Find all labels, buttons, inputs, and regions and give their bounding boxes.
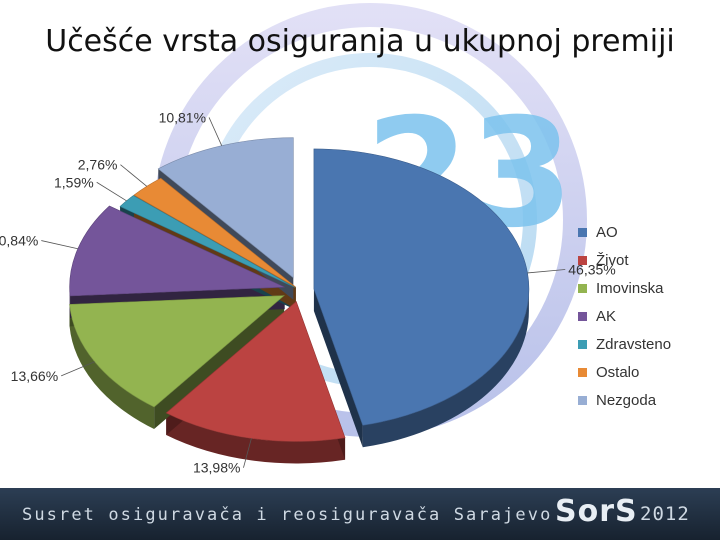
data-label-nezgoda: 10,81% [159, 109, 206, 125]
chart-legend: AO Život Imovinska AK Zdravsteno Ostalo Nezgod… [578, 218, 671, 414]
leader-line-zivot [243, 438, 252, 468]
leader-line-ao [527, 269, 566, 274]
legend-item-ao: AO [578, 218, 671, 246]
footer-brand-logo: SorS [555, 494, 638, 529]
legend-swatch [578, 367, 587, 377]
legend-item-zdravsteno: Zdravsteno [578, 330, 671, 358]
data-labels: 46,35% 13,98% 13,66% 10,84% 1,59%2,76% 10,81% [0, 109, 616, 475]
leader-line-nezgoda [208, 117, 223, 146]
slide-title: Učešće vrsta osiguranja u ukupnoj premij… [45, 24, 675, 59]
leader-line-imovinska [61, 361, 95, 377]
slice-edge-ao-1 [313, 288, 363, 448]
legend-swatch [578, 395, 587, 405]
slice-side-zivot [166, 412, 346, 464]
legend-swatch [578, 283, 587, 293]
data-label-ao: 46,35% [568, 262, 615, 278]
legend-item-zivot: Život [578, 246, 671, 274]
legend-swatch [578, 255, 587, 265]
leader-line-zdravsteno [96, 181, 127, 202]
footer-text: Susret osiguravača i reosiguravača Saraj… [22, 505, 553, 525]
legend-label: Život [596, 251, 629, 269]
footer-year: 2012 [640, 503, 690, 525]
slice-side-ao [362, 288, 529, 448]
legend-swatch [578, 339, 587, 349]
data-label-zdravsteno: 1,59% [54, 174, 94, 190]
legend-label: Ostalo [596, 363, 640, 381]
data-label-zivot: 13,98% [193, 460, 240, 476]
leader-line-ak [41, 240, 78, 250]
legend-label: Imovinska [596, 279, 664, 297]
legend-label: AK [596, 307, 617, 325]
legend-label: AO [596, 223, 618, 241]
legend-item-ak: AK [578, 302, 671, 330]
data-label-ak: 10,84% [0, 233, 38, 249]
legend-item-nezgoda: Nezgoda [578, 386, 671, 414]
legend-item-imovinska: Imovinska [578, 274, 671, 302]
pie-tops [69, 137, 530, 442]
legend-label: Nezgoda [596, 391, 657, 409]
data-label-imovinska: 13,66% [11, 368, 58, 384]
legend-swatch [578, 227, 587, 237]
slice-side-imovinska [69, 304, 155, 430]
leader-line-ostalo [120, 164, 148, 187]
legend-swatch [578, 311, 587, 321]
footer-bar [0, 488, 720, 540]
slice-ak [69, 205, 285, 297]
legend-label: Zdravsteno [596, 335, 672, 353]
slice-nezgoda [157, 137, 294, 279]
legend-item-ostalo: Ostalo [578, 358, 671, 386]
data-label-ostalo: 2,76% [78, 157, 118, 173]
